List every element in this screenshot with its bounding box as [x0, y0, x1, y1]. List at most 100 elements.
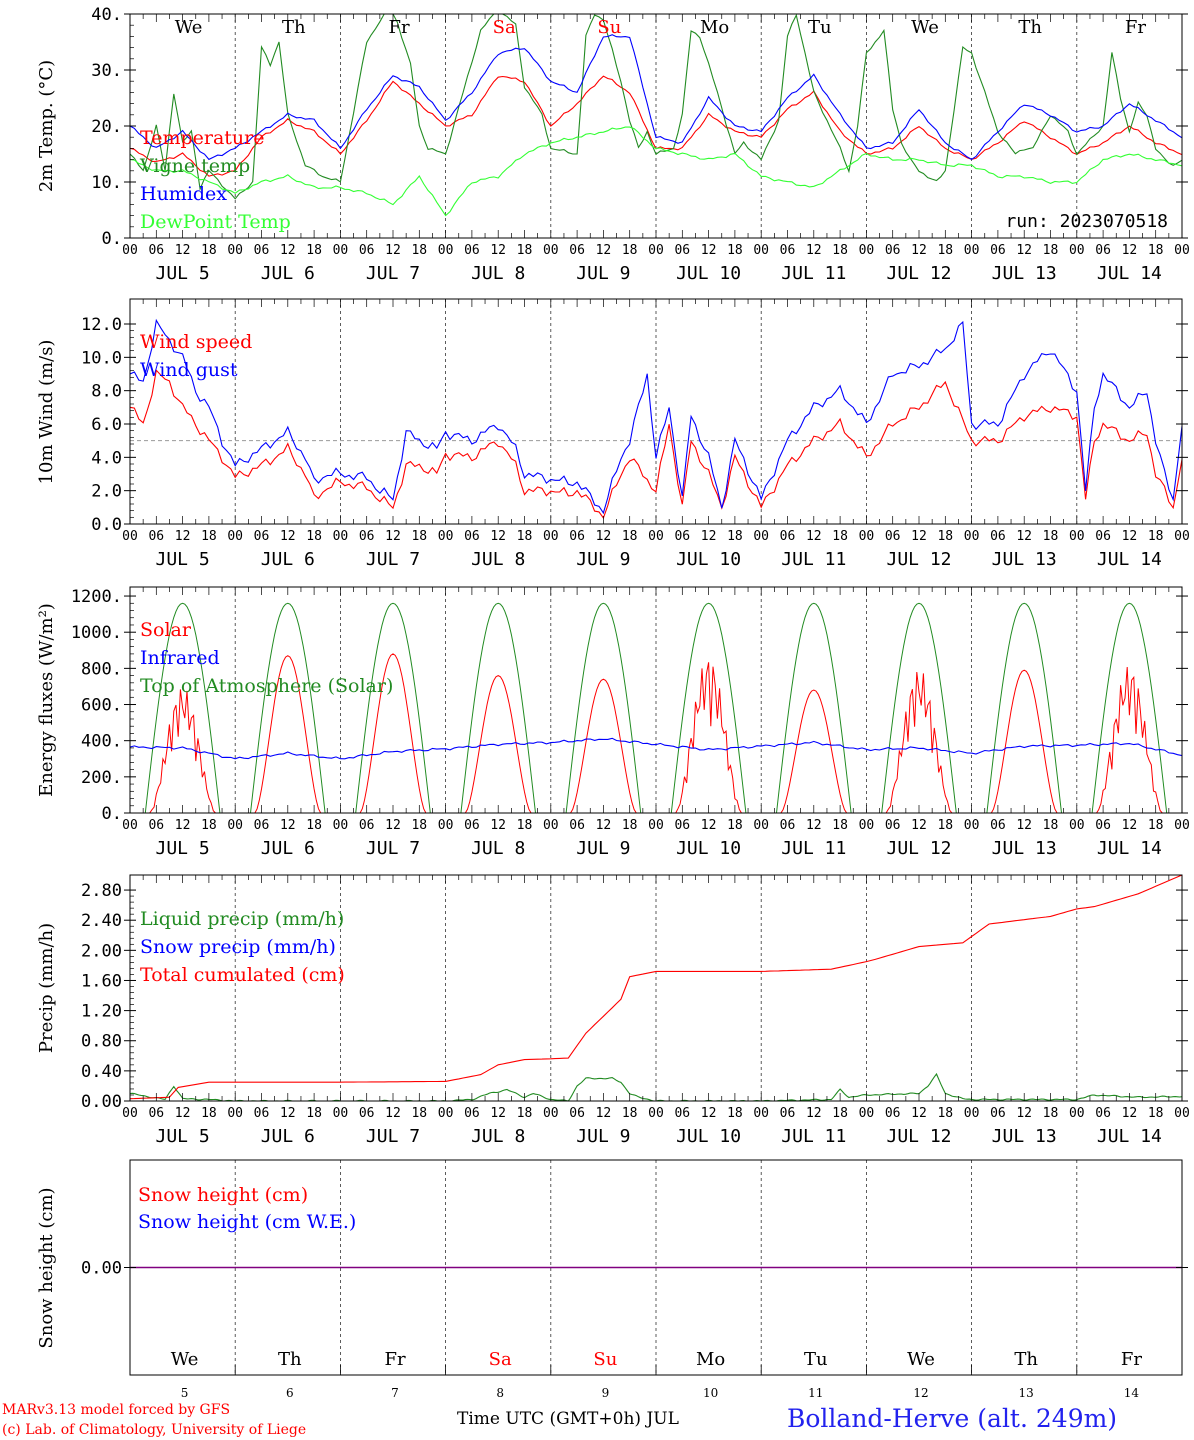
hour-label: 06: [885, 529, 901, 544]
hour-label: 12: [911, 243, 927, 258]
hour-label: 12: [1016, 243, 1032, 258]
hour-label: 12: [806, 1106, 822, 1121]
date-label: JUL 13: [992, 263, 1057, 284]
hour-label: 00: [227, 243, 243, 258]
hour-label: 18: [727, 529, 743, 544]
date-label: JUL 9: [576, 549, 630, 570]
series-wind-speed: [129, 369, 1183, 520]
hour-label: 00: [964, 529, 980, 544]
hour-label: 12: [280, 1106, 296, 1121]
hour-label: 18: [832, 1106, 848, 1121]
weekday-label: We: [171, 1349, 199, 1370]
y-tick-label: 200.: [81, 768, 122, 788]
date-label: JUL 12: [886, 549, 951, 570]
y-tick-label: 0.00: [81, 1092, 122, 1112]
hour-label: 06: [885, 243, 901, 258]
hour-label: 18: [1148, 1106, 1164, 1121]
hour-label: 12: [596, 529, 612, 544]
hour-label: 06: [254, 818, 270, 833]
hour-label: 06: [254, 1106, 270, 1121]
y-tick-label: 0.: [102, 229, 122, 249]
y-tick-label: 2.80: [81, 881, 122, 901]
hour-label: 00: [964, 818, 980, 833]
y-tick-label: 0.: [102, 804, 122, 824]
hour-label: 12: [701, 818, 717, 833]
date-number: 12: [913, 1386, 928, 1400]
y-tick-label: 400.: [81, 732, 122, 752]
y-tick-label: 0.0: [91, 515, 122, 535]
hour-label: 00: [438, 529, 454, 544]
legend-entry: Wind speed: [140, 331, 252, 353]
hour-label: 06: [359, 529, 375, 544]
hour-label: 00: [859, 818, 875, 833]
hour-label: 18: [832, 818, 848, 833]
legend-entry: DewPoint Temp: [140, 211, 291, 233]
hour-label: 00: [1174, 243, 1190, 258]
hour-label: 06: [464, 243, 480, 258]
hour-label: 12: [1122, 1106, 1138, 1121]
date-number: 14: [1124, 1386, 1140, 1400]
hour-label: 06: [1095, 1106, 1111, 1121]
hour-label: 00: [122, 243, 138, 258]
y-tick-label: 1.20: [81, 1002, 122, 1022]
date-number: 11: [808, 1386, 823, 1400]
date-label: JUL 14: [1097, 838, 1162, 859]
hour-label: 06: [780, 529, 796, 544]
hour-label: 12: [385, 243, 401, 258]
hour-label: 18: [937, 243, 953, 258]
y-tick-label: 40.: [91, 5, 122, 25]
hour-label: 12: [1122, 818, 1138, 833]
hour-label: 18: [517, 818, 533, 833]
frames-layer: [124, 13, 1188, 1376]
legend-entry: Temperature: [140, 127, 264, 149]
legend-entry: Snow height (cm W.E.): [138, 1211, 356, 1233]
hour-label: 18: [1043, 243, 1059, 258]
hour-label: 06: [359, 1106, 375, 1121]
legend-entry: Snow precip (mm/h): [140, 936, 336, 958]
legend-entry: Wind gust: [140, 359, 238, 381]
weekday-label: Mo: [700, 17, 729, 38]
hour-label: 00: [227, 1106, 243, 1121]
run-label: run: 2023070518: [1005, 211, 1168, 232]
date-label: JUL 7: [366, 838, 420, 859]
hour-label: 00: [648, 529, 664, 544]
hour-label: 18: [306, 818, 322, 833]
y-axis-title: Precip (mm/h): [36, 923, 57, 1053]
series-temperature: [129, 75, 1183, 177]
weekday-label: Th: [1018, 17, 1042, 38]
date-label: JUL 12: [886, 263, 951, 284]
hour-label: 12: [385, 818, 401, 833]
hour-label: 06: [1095, 243, 1111, 258]
series-vigne-temp: [129, 13, 1183, 200]
hour-label: 18: [832, 529, 848, 544]
date-label: JUL 8: [471, 549, 525, 570]
hour-label: 00: [227, 818, 243, 833]
y-tick-label: 30.: [91, 61, 122, 81]
hour-label: 12: [596, 818, 612, 833]
hour-label: 18: [411, 529, 427, 544]
hour-label: 12: [1122, 243, 1138, 258]
hour-label: 00: [333, 529, 349, 544]
y-tick-label: 10.: [91, 173, 122, 193]
hour-label: 18: [937, 529, 953, 544]
hour-label: 06: [674, 1106, 690, 1121]
hour-label: 12: [911, 1106, 927, 1121]
hour-label: 06: [359, 243, 375, 258]
hour-label: 18: [1043, 818, 1059, 833]
date-label: JUL 7: [366, 263, 420, 284]
hour-label: 06: [1095, 818, 1111, 833]
hour-label: 00: [227, 529, 243, 544]
hour-label: 00: [648, 1106, 664, 1121]
hour-label: 18: [201, 1106, 217, 1121]
hour-label: 12: [911, 529, 927, 544]
date-label: JUL 10: [676, 1126, 741, 1147]
weekday-label: Th: [278, 1349, 302, 1370]
hour-label: 18: [727, 1106, 743, 1121]
hour-label: 18: [517, 243, 533, 258]
hour-label: 12: [490, 243, 506, 258]
hour-label: 00: [753, 243, 769, 258]
hour-label: 00: [122, 818, 138, 833]
weekday-label: We: [907, 1349, 935, 1370]
y-axis-title: Energy fluxes (W/m²): [36, 603, 57, 797]
